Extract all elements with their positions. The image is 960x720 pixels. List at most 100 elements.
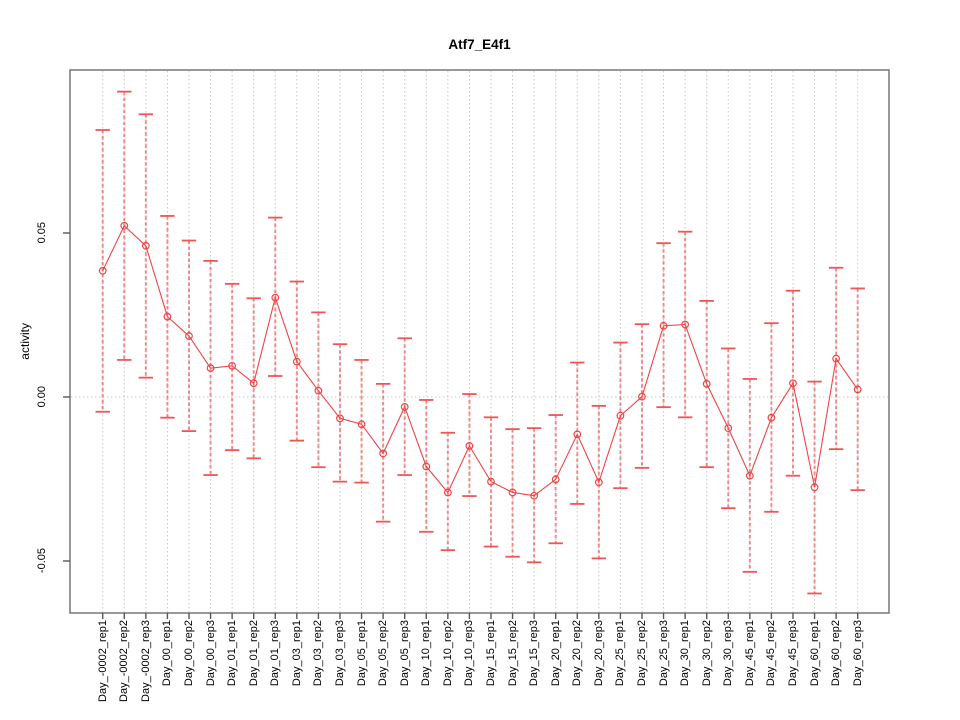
x-tick-label: Day_00_rep3 xyxy=(203,620,218,686)
x-tick-label-text: Day_00_rep2 xyxy=(182,620,195,687)
x-tick-label: Day_03_rep2 xyxy=(311,620,326,686)
data-point xyxy=(616,411,625,420)
data-point xyxy=(530,491,539,500)
data-point xyxy=(98,266,107,275)
data-point xyxy=(292,357,301,366)
data-point xyxy=(594,478,603,487)
x-tick-label-text: Day_25_rep2 xyxy=(635,620,648,687)
x-tick-label: Day_25_rep2 xyxy=(634,620,649,686)
x-tick-label: Day_01_rep2 xyxy=(246,620,261,686)
x-tick-label-text: Day_-0002_rep2 xyxy=(118,620,131,702)
x-tick-label-text: Day_03_rep2 xyxy=(312,620,325,687)
x-tick-label-text: Day_-0002_rep3 xyxy=(139,620,152,702)
data-point xyxy=(314,386,323,395)
x-tick-label: Day_00_rep1 xyxy=(160,620,175,686)
x-tick-label-text: Day_30_rep2 xyxy=(700,620,713,687)
data-point xyxy=(702,379,711,388)
x-tick-label-text: Day_60_rep1 xyxy=(808,620,821,687)
x-tick-label: Day_-0002_rep3 xyxy=(138,620,153,702)
y-tick-label: 0.05 xyxy=(34,188,49,278)
x-tick-label-text: Day_15_rep3 xyxy=(528,620,541,687)
x-tick-label-text: Day_20_rep2 xyxy=(571,620,584,687)
y-tick-label-text: 0.05 xyxy=(35,222,48,244)
x-tick-label: Day_10_rep2 xyxy=(440,620,455,686)
data-point xyxy=(443,488,452,497)
x-tick-label-text: Day_30_rep1 xyxy=(679,620,692,687)
x-tick-label-text: Day_45_rep3 xyxy=(786,620,799,687)
x-tick-label-text: Day_45_rep1 xyxy=(743,620,756,687)
y-tick-label-text: 0.00 xyxy=(35,386,48,408)
x-tick-label-text: Day_45_rep2 xyxy=(765,620,778,687)
x-tick-label: Day_-0002_rep2 xyxy=(117,620,132,702)
x-tick-label: Day_-0002_rep1 xyxy=(95,620,110,702)
data-point xyxy=(228,361,237,370)
x-tick-label: Day_10_rep3 xyxy=(462,620,477,686)
x-tick-label: Day_60_rep3 xyxy=(850,620,865,686)
x-tick-label: Day_25_rep1 xyxy=(613,620,628,686)
x-tick-label: Day_05_rep1 xyxy=(354,620,369,686)
x-tick-label-text: Day_15_rep2 xyxy=(506,620,519,687)
x-tick-label: Day_60_rep2 xyxy=(829,620,844,686)
x-tick-label: Day_01_rep3 xyxy=(268,620,283,686)
data-point xyxy=(832,354,841,363)
data-point xyxy=(141,241,150,250)
data-point xyxy=(206,364,215,373)
x-tick-label-text: Day_05_rep3 xyxy=(398,620,411,687)
data-point xyxy=(745,471,754,480)
x-tick-label-text: Day_15_rep1 xyxy=(484,620,497,687)
data-point xyxy=(400,402,409,411)
data-point xyxy=(659,321,668,330)
series-line xyxy=(102,224,859,497)
x-tick-label-text: Day_30_rep3 xyxy=(722,620,735,687)
x-tick-label-text: Day_60_rep2 xyxy=(830,620,843,687)
x-tick-label: Day_15_rep3 xyxy=(527,620,542,686)
x-tick-label: Day_20_rep2 xyxy=(570,620,585,686)
x-tick-label: Day_03_rep1 xyxy=(289,620,304,686)
x-tick-label: Day_30_rep1 xyxy=(678,620,693,686)
data-point xyxy=(336,414,344,423)
x-tick-label: Day_03_rep3 xyxy=(332,620,347,686)
data-point xyxy=(551,475,560,484)
data-point xyxy=(271,293,280,302)
x-tick-label-text: Day_01_rep3 xyxy=(269,620,282,687)
data-point xyxy=(185,332,193,340)
x-tick-label: Day_20_rep1 xyxy=(548,620,563,686)
plot-border xyxy=(69,69,890,614)
data-point xyxy=(163,312,172,321)
x-tick-label-text: Day_10_rep2 xyxy=(441,620,454,687)
data-point xyxy=(724,424,733,433)
x-tick-label: Day_00_rep2 xyxy=(181,620,196,686)
x-tick-label-text: Day_-0002_rep1 xyxy=(96,620,109,702)
x-tick-label-text: Day_03_rep1 xyxy=(290,620,303,687)
data-point xyxy=(487,477,495,486)
x-tick-label-text: Day_03_rep3 xyxy=(333,620,346,687)
data-point xyxy=(379,449,388,458)
x-tick-label-text: Day_20_rep3 xyxy=(592,620,605,687)
data-point xyxy=(120,221,129,230)
x-tick-label-text: Day_05_rep2 xyxy=(377,620,390,687)
y-tick-label: -0.05 xyxy=(34,516,49,606)
x-tick-label-text: Day_01_rep1 xyxy=(226,620,239,687)
x-tick-label-text: Day_25_rep3 xyxy=(657,620,670,687)
x-tick-label: Day_05_rep2 xyxy=(376,620,391,686)
data-point xyxy=(508,488,517,497)
data-point xyxy=(789,379,797,388)
x-tick-label: Day_15_rep1 xyxy=(483,620,498,686)
data-point xyxy=(853,385,862,394)
chart-title: Atf7_E4f1 xyxy=(448,37,511,52)
x-tick-label: Day_10_rep1 xyxy=(419,620,434,686)
x-tick-label: Day_15_rep2 xyxy=(505,620,520,686)
x-tick-label-text: Day_10_rep3 xyxy=(463,620,476,687)
x-tick-label: Day_30_rep3 xyxy=(721,620,736,686)
x-tick-label: Day_45_rep2 xyxy=(764,620,779,686)
x-tick-label: Day_01_rep1 xyxy=(225,620,240,686)
data-point xyxy=(249,379,258,388)
x-tick-label: Day_60_rep1 xyxy=(807,620,822,686)
x-tick-label-text: Day_00_rep3 xyxy=(204,620,217,687)
x-tick-label: Day_45_rep1 xyxy=(742,620,757,686)
x-tick-label-text: Day_05_rep1 xyxy=(355,620,368,687)
data-point xyxy=(422,462,431,471)
data-point xyxy=(767,413,776,422)
x-tick-label: Day_30_rep2 xyxy=(699,620,714,686)
